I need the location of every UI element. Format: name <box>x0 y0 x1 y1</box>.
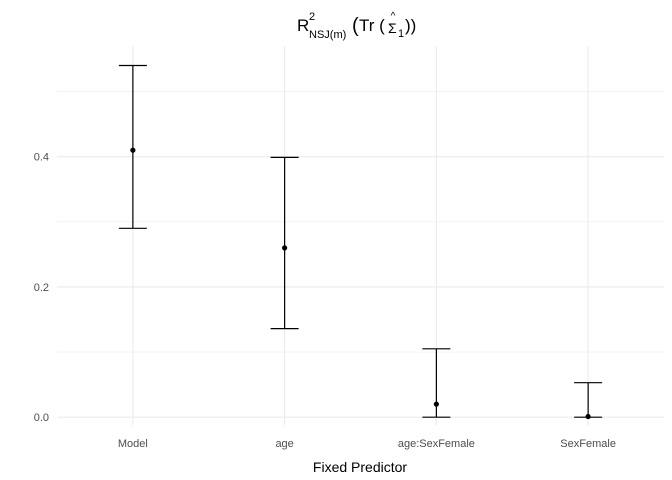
x-tick-label: SexFemale <box>560 438 616 450</box>
errorbar-age <box>270 156 299 330</box>
x-axis-ticks: Model age age:SexFemale SexFemale <box>118 438 616 450</box>
chart-title-sigma-subscript: 1 <box>398 28 404 40</box>
chart-title-sigma: Σ <box>388 20 397 36</box>
point-estimate-SexFemale <box>585 413 591 420</box>
point-estimate-age:SexFemale <box>433 401 439 407</box>
chart-title-paren-close: )) <box>405 16 416 35</box>
y-tick-label: 0.2 <box>34 282 49 294</box>
errorbar-age:SexFemale <box>422 348 451 418</box>
y-tick-label: 0.0 <box>34 412 49 424</box>
y-axis-ticks: 0.0 0.2 0.4 <box>34 152 49 424</box>
y-tick-label: 0.4 <box>34 152 49 164</box>
chart-title-hat: ^ <box>391 11 396 22</box>
marks-layer <box>118 64 603 420</box>
chart-title-function: Tr ( <box>359 16 385 35</box>
point-estimate-Model <box>130 147 136 153</box>
point-estimate-age <box>282 245 288 251</box>
chart-title-subscript: NSJ(m) <box>309 29 346 41</box>
x-tick-label: age <box>275 438 293 450</box>
grid-layer <box>57 46 664 425</box>
chart-title-paren-open: ( <box>352 15 359 37</box>
chart-title-superscript: 2 <box>309 11 315 23</box>
errorbar-SexFemale <box>574 382 603 420</box>
x-axis-title: Fixed Predictor <box>313 459 407 475</box>
errorbar-Model <box>118 64 147 229</box>
chart-title: R 2 NSJ(m) ( Tr ( ^ Σ 1 )) <box>297 11 416 41</box>
chart-title-base: R <box>297 16 309 35</box>
x-tick-label: age:SexFemale <box>398 438 475 450</box>
x-tick-label: Model <box>118 438 148 450</box>
